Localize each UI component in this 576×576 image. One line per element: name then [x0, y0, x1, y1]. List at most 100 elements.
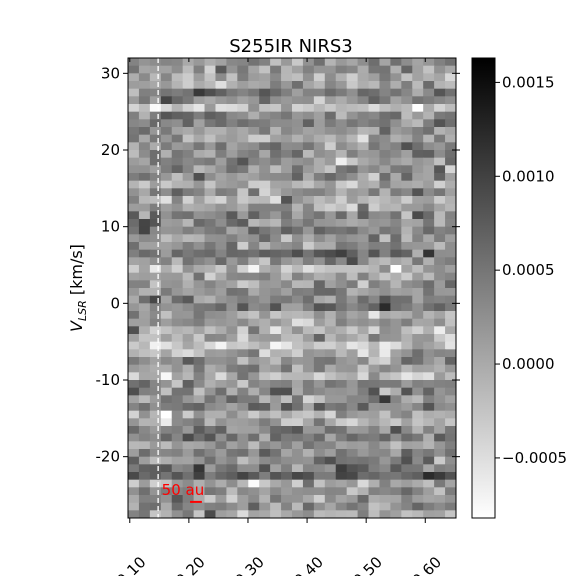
- heatmap-cell: [138, 173, 151, 182]
- heatmap-cell: [368, 318, 381, 327]
- heatmap-cell: [423, 73, 435, 82]
- heatmap-cell: [445, 441, 456, 450]
- heatmap-cell: [281, 311, 293, 320]
- heatmap-cell: [182, 364, 195, 373]
- heatmap-cell: [335, 65, 348, 74]
- heatmap-cell: [445, 142, 456, 151]
- heatmap-cell: [281, 196, 293, 205]
- heatmap-cell: [215, 104, 227, 113]
- heatmap-cell: [324, 426, 337, 435]
- heatmap-cell: [237, 165, 249, 174]
- heatmap-cell: [138, 387, 151, 396]
- heatmap-cell: [259, 449, 271, 458]
- heatmap-cell: [423, 242, 435, 251]
- heatmap-cell: [138, 479, 151, 488]
- heatmap-cell: [128, 349, 140, 358]
- heatmap-cell: [313, 418, 326, 427]
- heatmap-cell: [292, 479, 304, 488]
- heatmap-cell: [138, 134, 151, 143]
- heatmap-cell: [149, 495, 162, 504]
- heatmap-cell: [302, 441, 315, 450]
- heatmap-cell: [335, 418, 348, 427]
- heatmap-cell: [346, 510, 359, 518]
- heatmap-cell: [259, 219, 271, 228]
- heatmap-cell: [237, 58, 249, 67]
- heatmap-cell: [128, 403, 140, 412]
- heatmap-cell: [171, 119, 184, 128]
- heatmap-cell: [182, 58, 195, 67]
- heatmap-cell: [270, 349, 282, 358]
- heatmap-cell: [193, 150, 206, 159]
- heatmap-cell: [138, 211, 151, 220]
- heatmap-cell: [193, 472, 206, 481]
- heatmap-cell: [226, 173, 238, 182]
- heatmap-cell: [237, 119, 249, 128]
- heatmap-cell: [379, 58, 391, 67]
- heatmap-cell: [292, 372, 304, 381]
- heatmap-cell: [149, 81, 162, 90]
- heatmap-cell: [313, 81, 326, 90]
- heatmap-cell: [160, 341, 173, 350]
- heatmap-cell: [204, 88, 217, 97]
- heatmap-cell: [248, 510, 260, 518]
- heatmap-cell: [215, 134, 227, 143]
- heatmap-cell: [215, 280, 227, 289]
- heatmap-cell: [138, 272, 151, 281]
- heatmap-cell: [335, 364, 348, 373]
- heatmap-cell: [346, 257, 359, 266]
- heatmap-cell: [270, 188, 282, 197]
- heatmap-cell: [204, 234, 217, 243]
- heatmap-cell: [434, 142, 446, 151]
- heatmap-cell: [270, 142, 282, 151]
- heatmap-cell: [390, 349, 402, 358]
- heatmap-cell: [259, 73, 271, 82]
- heatmap-cell: [335, 73, 348, 82]
- heatmap-cell: [204, 418, 217, 427]
- heatmap-cell: [128, 111, 140, 120]
- heatmap-cell: [357, 165, 370, 174]
- heatmap-cell: [401, 65, 413, 74]
- heatmap-cell: [335, 410, 348, 419]
- heatmap-cell: [226, 495, 238, 504]
- heatmap-cell: [204, 372, 217, 381]
- heatmap-cell: [193, 418, 206, 427]
- heatmap-cell: [128, 142, 140, 151]
- heatmap-cell: [423, 96, 435, 105]
- heatmap-cell: [390, 449, 402, 458]
- heatmap-cell: [313, 119, 326, 128]
- heatmap-cell: [390, 211, 402, 220]
- heatmap-cell: [204, 364, 217, 373]
- heatmap-cell: [368, 472, 381, 481]
- heatmap-cell: [193, 226, 206, 235]
- heatmap-cell: [412, 65, 424, 74]
- heatmap-cell: [248, 295, 260, 304]
- heatmap-cell: [149, 334, 162, 343]
- heatmap-cell: [302, 364, 315, 373]
- heatmap-cell: [160, 410, 173, 419]
- heatmap-cell: [160, 472, 173, 481]
- heatmap-cell: [324, 272, 337, 281]
- heatmap-cell: [335, 150, 348, 159]
- heatmap-cell: [204, 410, 217, 419]
- heatmap-cell: [270, 502, 282, 511]
- heatmap-cell: [292, 211, 304, 220]
- heatmap-cell: [204, 188, 217, 197]
- heatmap-cell: [182, 234, 195, 243]
- heatmap-cell: [390, 318, 402, 327]
- heatmap-cell: [401, 303, 413, 312]
- heatmap-cell: [412, 364, 424, 373]
- heatmap-cell: [412, 211, 424, 220]
- heatmap-cell: [193, 495, 206, 504]
- heatmap-cell: [313, 341, 326, 350]
- heatmap-cell: [324, 357, 337, 366]
- heatmap-cell: [434, 334, 446, 343]
- heatmap-cell: [160, 479, 173, 488]
- heatmap-cell: [226, 203, 238, 212]
- heatmap-cell: [193, 180, 206, 189]
- heatmap-cell: [357, 326, 370, 335]
- heatmap-cell: [302, 387, 315, 396]
- heatmap-cell: [204, 495, 217, 504]
- heatmap-cell: [204, 487, 217, 496]
- heatmap-cell: [324, 134, 337, 143]
